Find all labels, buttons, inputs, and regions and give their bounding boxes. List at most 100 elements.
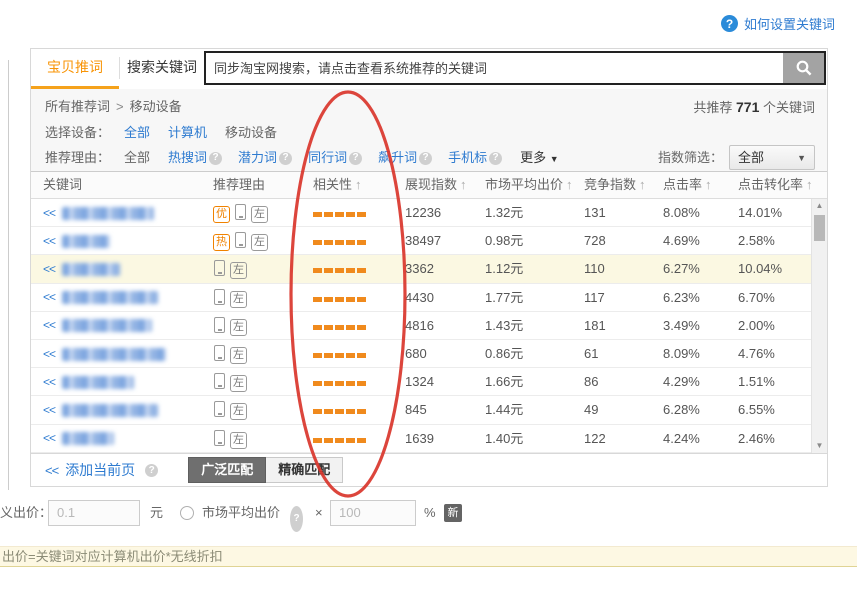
- help-circle-icon[interactable]: ?: [279, 151, 293, 165]
- relevance-bar-icon: [346, 240, 355, 246]
- sort-arrow-icon[interactable]: ↑: [806, 177, 811, 192]
- column-header-4[interactable]: 展现指数 ↑: [393, 172, 473, 198]
- sort-arrow-icon[interactable]: ↑: [639, 177, 646, 192]
- table-row[interactable]: << 左 1324 1.66元 86 4.29% 1.51%: [31, 368, 811, 397]
- keyword-cell: <<: [31, 311, 201, 339]
- reason-option-link[interactable]: 潜力词: [238, 150, 278, 165]
- index-filter-label: 指数筛选：: [657, 149, 723, 165]
- sort-arrow-icon[interactable]: ↑: [566, 177, 572, 192]
- relevance-bar-icon: [335, 381, 344, 387]
- row-select-chevron[interactable]: <<: [43, 318, 56, 333]
- index-filter-dropdown[interactable]: 全部 ▼: [729, 145, 815, 170]
- bid-settings-row: 义出价： 元 市场平均出价 ? × % 新: [0, 500, 500, 532]
- relevance-bar-icon: [313, 240, 322, 246]
- blurred-keyword: [62, 319, 153, 333]
- add-current-page-link[interactable]: 添加当前页: [65, 462, 136, 478]
- relevance-bar-icon: [313, 212, 322, 218]
- relevance-bar-icon: [324, 381, 333, 387]
- how-to-set-keywords-link[interactable]: 如何设置关键词: [743, 17, 835, 32]
- competition-index-cell: 86: [584, 374, 599, 390]
- table-row[interactable]: << 左 4430 1.77元 117 6.23% 6.70%: [31, 284, 811, 312]
- help-circle-icon[interactable]: ?: [489, 151, 503, 165]
- reason-option-link[interactable]: 热搜词: [168, 150, 208, 165]
- row-select-chevron[interactable]: <<: [43, 261, 56, 276]
- table-row[interactable]: << 左 1639 1.40元 122 4.24% 2.46%: [31, 425, 811, 453]
- blurred-keyword: [62, 206, 155, 220]
- tab-item-recommend[interactable]: 宝贝推词: [47, 59, 103, 75]
- sort-arrow-icon[interactable]: ↑: [355, 177, 362, 192]
- left-panel-edge: [8, 60, 9, 490]
- reason-option-link[interactable]: 飙升词: [378, 150, 418, 165]
- relevance-bar-icon: [324, 240, 333, 246]
- row-select-chevron[interactable]: <<: [43, 233, 56, 248]
- table-row[interactable]: << 左 3362 1.12元 110 6.27% 10.04%: [31, 255, 811, 284]
- competition-index-cell: 117: [584, 289, 605, 305]
- row-select-chevron[interactable]: <<: [43, 431, 56, 446]
- market-avg-radio[interactable]: [180, 506, 194, 520]
- column-header-7[interactable]: 点击率 ↑: [651, 172, 726, 198]
- competition-index-cell: 728: [584, 233, 606, 249]
- table-row[interactable]: << 左 845 1.44元 49 6.28% 6.55%: [31, 396, 811, 425]
- device-option-计算机[interactable]: 计算机: [168, 125, 208, 140]
- scrollbar-thumb[interactable]: [814, 215, 825, 241]
- table-row[interactable]: << 左 4816 1.43元 181 3.49% 2.00%: [31, 312, 811, 340]
- market-avg-price-cell: 1.12元: [485, 261, 524, 277]
- more-dropdown[interactable]: 更多 ▼: [520, 150, 559, 165]
- scroll-up-arrow-icon[interactable]: ▲: [815, 201, 824, 210]
- sort-arrow-icon[interactable]: ↑: [460, 177, 467, 192]
- relevance-bar-icon: [335, 437, 344, 443]
- add-page-chevron: <<: [45, 462, 59, 478]
- column-header-8[interactable]: 点击转化率 ↑: [726, 172, 811, 198]
- keyword-cell: <<: [31, 227, 201, 255]
- table-scrollbar[interactable]: ▲ ▼: [811, 199, 827, 453]
- blurred-keyword: [62, 291, 159, 305]
- cvr-cell: 1.51%: [738, 374, 775, 390]
- relevance-bar-icon: [313, 409, 322, 415]
- relevance-bar-icon: [346, 268, 355, 274]
- badge-左: 左: [251, 206, 268, 224]
- help-circle-icon[interactable]: ?: [290, 506, 303, 532]
- column-header-3[interactable]: 相关性 ↑: [301, 172, 393, 198]
- row-select-chevron[interactable]: <<: [43, 402, 56, 417]
- keyword-search-input[interactable]: [206, 53, 782, 83]
- relevance-bar-icon: [346, 409, 355, 415]
- row-select-chevron[interactable]: <<: [43, 374, 56, 389]
- column-header-6[interactable]: 竞争指数 ↑: [572, 172, 651, 198]
- badge-优: 优: [213, 206, 230, 224]
- bid-percent-input[interactable]: [330, 500, 416, 526]
- relevance-bar-icon: [357, 268, 366, 274]
- help-circle-icon: ?: [720, 15, 738, 32]
- exact-match-button[interactable]: 精确匹配: [266, 457, 344, 483]
- row-select-chevron[interactable]: <<: [43, 290, 56, 305]
- tab-search-keywords[interactable]: 搜索关键词: [127, 59, 197, 75]
- reason-option-all[interactable]: 全部: [124, 150, 151, 165]
- badge-左: 左: [230, 318, 247, 336]
- broad-match-button[interactable]: 广泛匹配: [188, 457, 267, 483]
- market-avg-price-cell: 1.40元: [485, 430, 524, 446]
- scroll-down-arrow-icon[interactable]: ▼: [815, 441, 824, 450]
- table-row[interactable]: << 优左 12236 1.32元 131 8.08% 14.01%: [31, 199, 811, 228]
- table-row[interactable]: << 热左 38497 0.98元 728 4.69% 2.58%: [31, 227, 811, 256]
- breadcrumb-root[interactable]: 所有推荐词: [45, 99, 111, 114]
- row-select-chevron[interactable]: <<: [43, 205, 56, 220]
- device-option-全部[interactable]: 全部: [124, 125, 151, 140]
- ctr-cell: 8.09%: [663, 346, 700, 362]
- sort-arrow-icon[interactable]: ↑: [705, 177, 712, 192]
- reason-option-link[interactable]: 手机标: [448, 150, 488, 165]
- keyword-cell: <<: [31, 396, 201, 424]
- help-circle-icon[interactable]: ?: [419, 151, 433, 165]
- row-select-chevron[interactable]: <<: [43, 346, 56, 361]
- table-row[interactable]: << 左 680 0.86元 61 8.09% 4.76%: [31, 340, 811, 369]
- help-circle-icon[interactable]: ?: [209, 151, 223, 165]
- badge-左: 左: [230, 375, 247, 393]
- competition-index-cell: 122: [584, 430, 606, 446]
- help-circle-icon[interactable]: ?: [349, 151, 363, 165]
- help-circle-icon[interactable]: ?: [145, 463, 159, 477]
- search-button[interactable]: [783, 53, 824, 83]
- bid-price-input[interactable]: [48, 500, 140, 526]
- active-tab-underline: [31, 86, 119, 89]
- keyword-cell: <<: [31, 255, 201, 283]
- reason-option-link[interactable]: 同行词: [308, 150, 348, 165]
- column-header-5[interactable]: 市场平均出价 ↑: [473, 172, 572, 198]
- percent-sign: %: [424, 505, 436, 520]
